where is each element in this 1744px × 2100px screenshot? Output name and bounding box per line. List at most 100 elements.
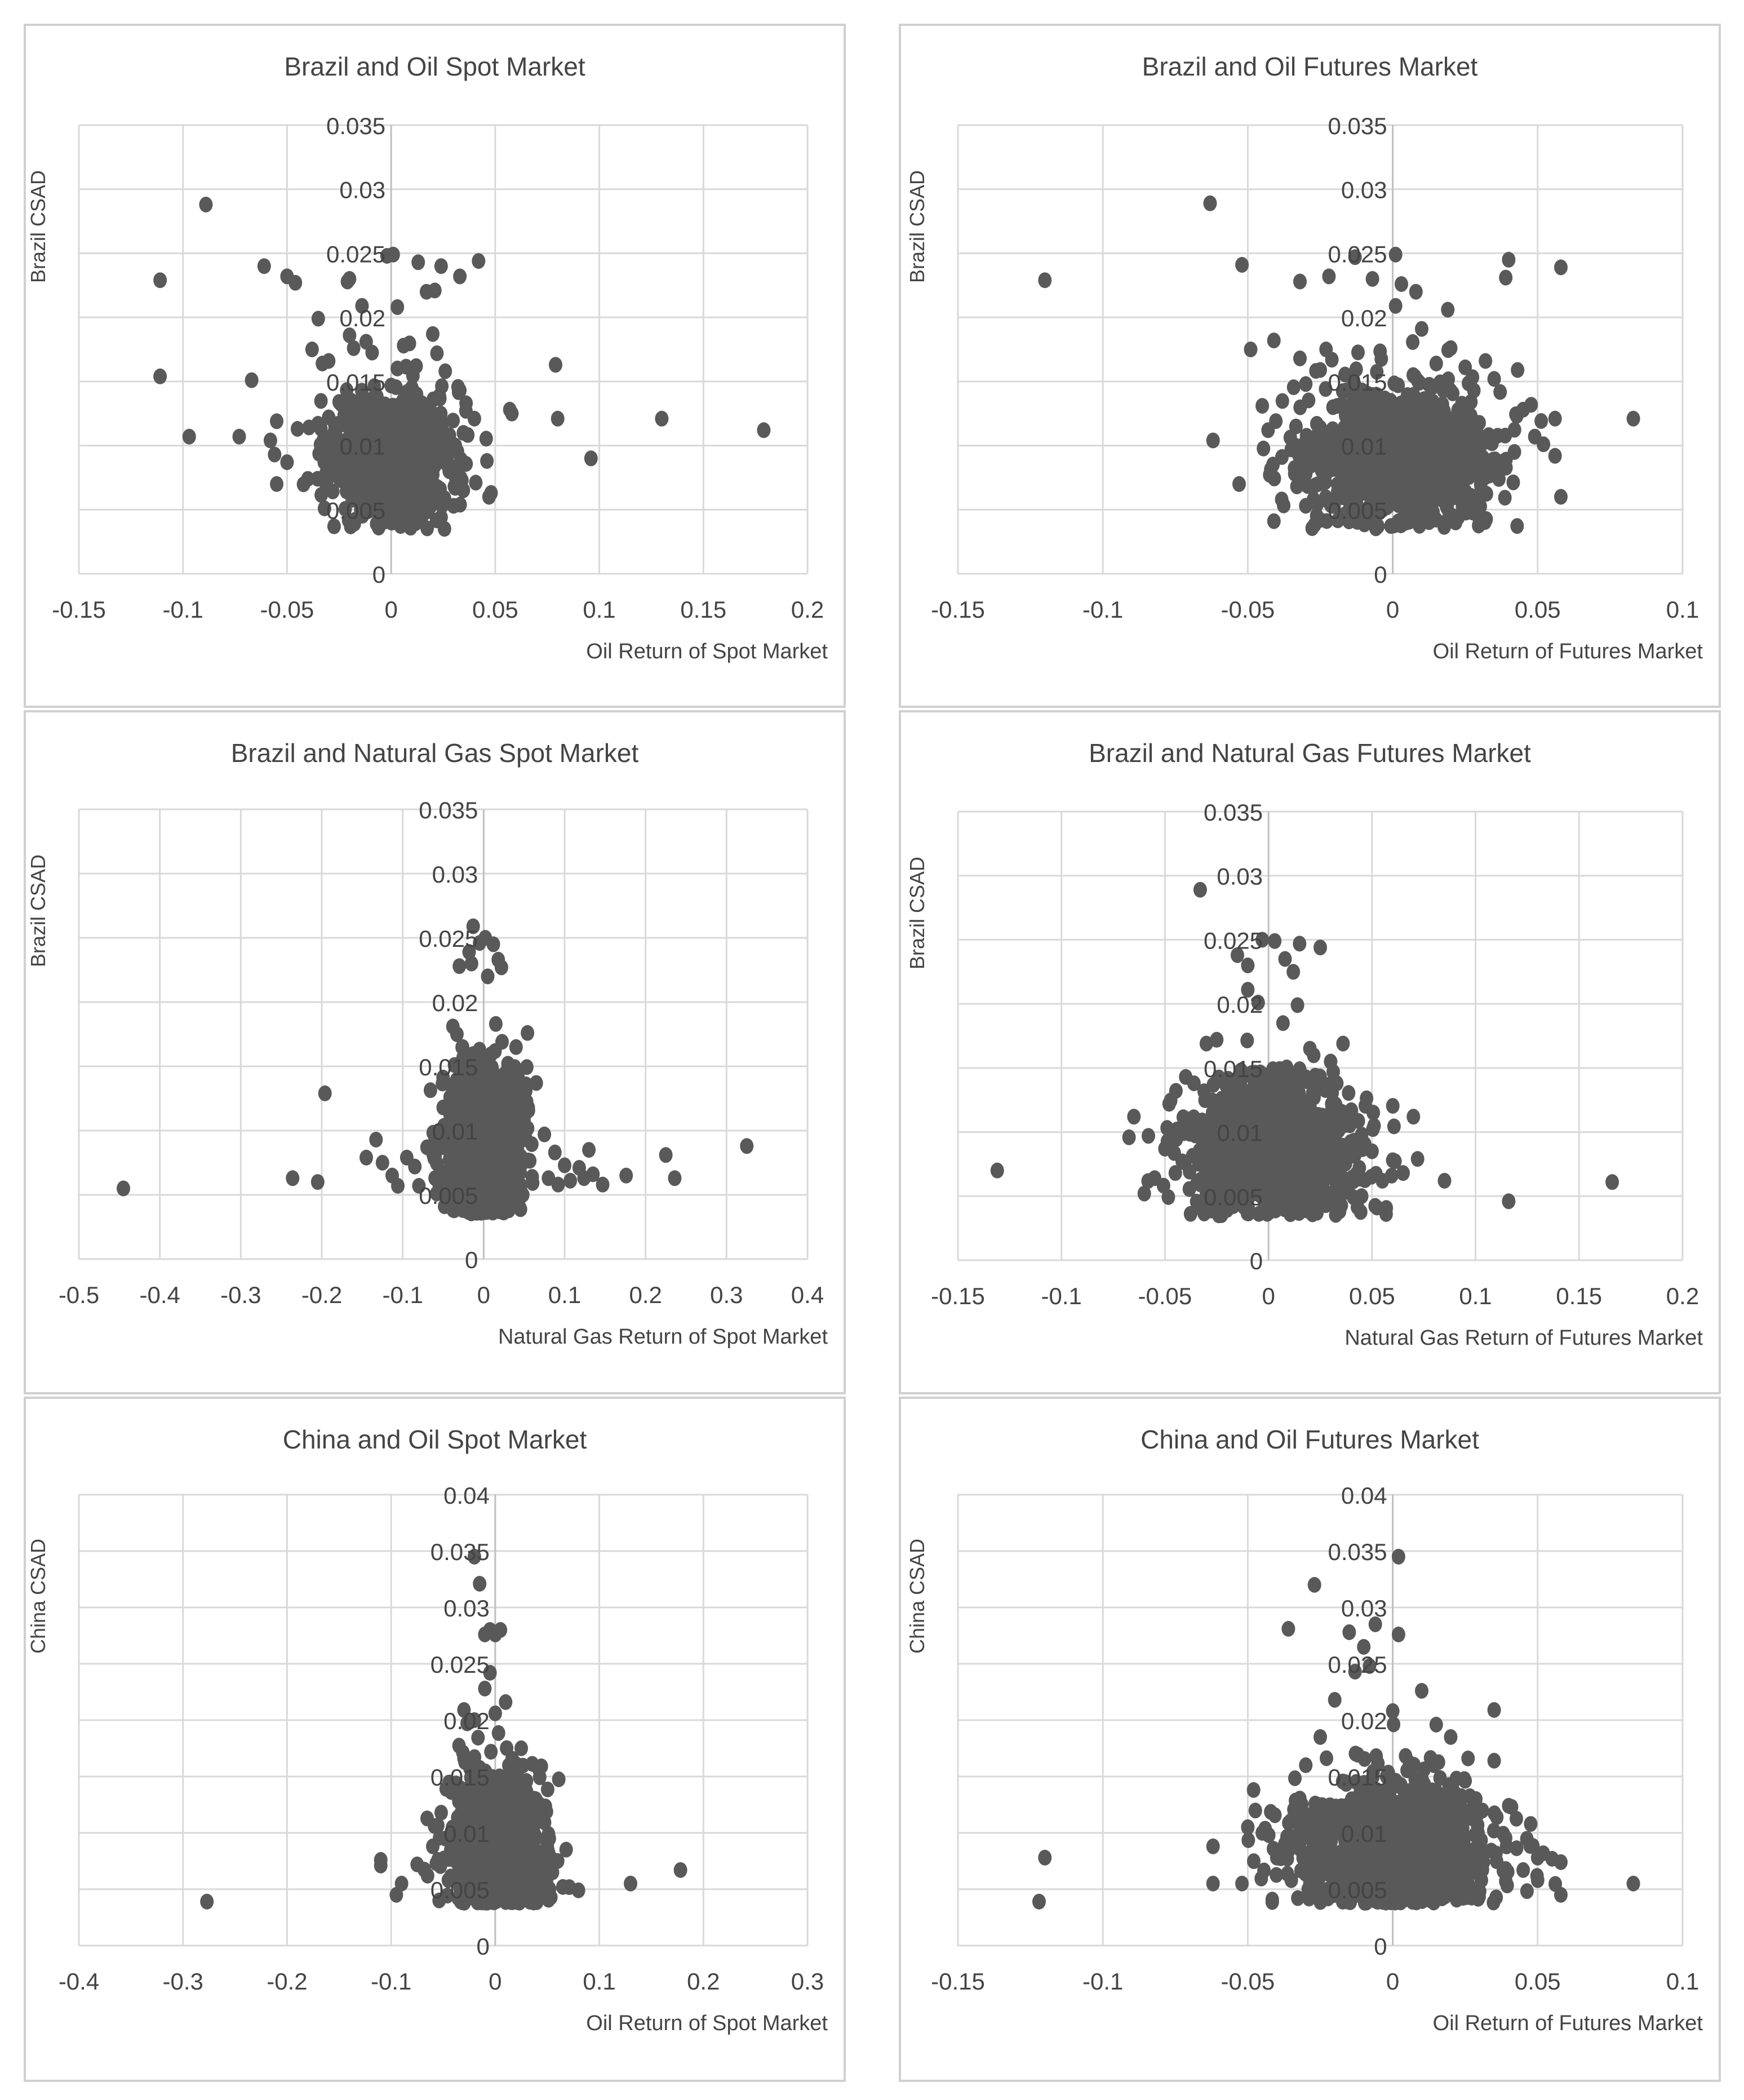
scatter-point <box>446 1089 460 1105</box>
scatter-point <box>472 253 486 269</box>
scatter-point <box>484 485 498 501</box>
scatter-point <box>1210 1031 1224 1048</box>
scatter-point <box>317 500 331 516</box>
scatter-point <box>1310 1140 1324 1155</box>
y-tick-label: 0.015 <box>1328 369 1387 396</box>
scatter-point <box>379 445 393 461</box>
scatter-point <box>347 340 361 356</box>
x-tick-label: -0.3 <box>220 1282 261 1308</box>
scatter-point <box>1414 449 1428 466</box>
scatter-point <box>1605 1174 1619 1190</box>
scatter-point <box>392 464 406 480</box>
scatter-point <box>1293 350 1307 366</box>
y-tick-label: 0.01 <box>339 433 385 460</box>
scatter-point <box>526 1175 540 1191</box>
scatter-point <box>1268 933 1282 949</box>
scatter-point <box>1502 251 1516 268</box>
y-tick-label: 0.03 <box>432 861 478 888</box>
y-tick-label: 0.035 <box>419 797 478 823</box>
scatter-point <box>416 446 431 463</box>
scatter-points <box>1038 195 1640 537</box>
scatter-point <box>1554 259 1568 276</box>
scatter-point <box>333 472 347 488</box>
x-tick-label: -0.05 <box>260 596 314 623</box>
scatter-point <box>624 1876 637 1891</box>
scatter-point <box>1387 1118 1401 1135</box>
scatter-point <box>343 271 357 287</box>
scatter-point <box>436 416 450 432</box>
x-tick-label: 0.05 <box>1349 1283 1395 1309</box>
scatter-point <box>1485 435 1499 451</box>
scatter-point <box>1241 957 1255 973</box>
scatter-point <box>1347 1133 1361 1149</box>
scatter-point <box>1348 452 1363 468</box>
x-tick-label: 0.4 <box>791 1282 824 1308</box>
y-tick-label: 0.005 <box>326 497 385 524</box>
scatter-point <box>1293 936 1307 952</box>
scatter-point <box>397 494 411 510</box>
scatter-point <box>451 1145 465 1162</box>
scatter-point <box>314 420 328 437</box>
chart-panel: 00.0050.010.0150.020.0250.030.0350.04-0.… <box>24 1397 846 2082</box>
y-tick-label: 0.005 <box>1204 1184 1263 1210</box>
y-tick-label: 0.005 <box>419 1182 478 1209</box>
scatter-point <box>296 476 310 493</box>
y-tick-label: 0.03 <box>339 177 385 203</box>
scatter-point <box>445 1181 459 1198</box>
scatter-point <box>453 268 467 285</box>
scatter-point <box>1337 434 1350 450</box>
chart-frame <box>24 1397 846 2082</box>
scatter-point <box>1235 256 1249 273</box>
scatter-point <box>418 1862 431 1878</box>
scatter-point <box>310 1174 325 1190</box>
scatter-point <box>1267 333 1281 349</box>
scatter-point <box>349 486 363 503</box>
scatter-point <box>1349 361 1363 378</box>
scatter-point <box>494 1622 508 1638</box>
scatter-point <box>343 327 357 343</box>
scatter-point <box>619 1167 633 1184</box>
scatter-point <box>1432 412 1446 428</box>
scatter-point <box>1342 399 1356 415</box>
y-tick-label: 0.01 <box>1341 433 1387 460</box>
scatter-point <box>1384 518 1398 534</box>
scatter-points <box>990 881 1619 1224</box>
scatter-point <box>1369 392 1383 409</box>
scatter-point <box>552 1771 566 1787</box>
scatter-point <box>416 466 430 482</box>
scatter-point <box>313 436 327 453</box>
scatter-point <box>1304 437 1319 454</box>
scatter-point <box>438 363 452 379</box>
chart-title: Brazil and Natural Gas Futures Market <box>1089 738 1531 768</box>
scatter-point <box>1178 1110 1192 1127</box>
scatter-point <box>1290 997 1304 1013</box>
scatter-point <box>1456 414 1470 430</box>
scatter-point <box>412 1178 426 1194</box>
scatter-point <box>479 431 493 447</box>
scatter-point <box>327 518 341 534</box>
scatter-point <box>1276 1015 1290 1031</box>
scatter-point <box>322 353 336 369</box>
y-tick-label: 0 <box>372 561 385 588</box>
scatter-point <box>1231 947 1244 963</box>
scatter-point <box>1361 404 1375 420</box>
scatter-point <box>1507 422 1521 438</box>
scatter-point <box>1322 268 1336 285</box>
scatter-point <box>487 1126 501 1142</box>
scatter-point <box>423 1082 437 1098</box>
scatter-point <box>1291 458 1305 474</box>
scatter-point <box>494 1145 508 1161</box>
scatter-point <box>1303 1100 1317 1116</box>
scatter-point <box>1395 276 1408 292</box>
scatter-point <box>1446 385 1460 401</box>
scatter-point <box>374 510 388 526</box>
scatter-point <box>153 272 167 289</box>
scatter-point <box>1332 485 1346 502</box>
y-tick-label: 0 <box>465 1247 478 1273</box>
scatter-point <box>245 372 259 388</box>
chart-frame <box>24 710 846 1394</box>
scatter-point <box>1291 1171 1305 1188</box>
scatter-point <box>456 425 471 441</box>
